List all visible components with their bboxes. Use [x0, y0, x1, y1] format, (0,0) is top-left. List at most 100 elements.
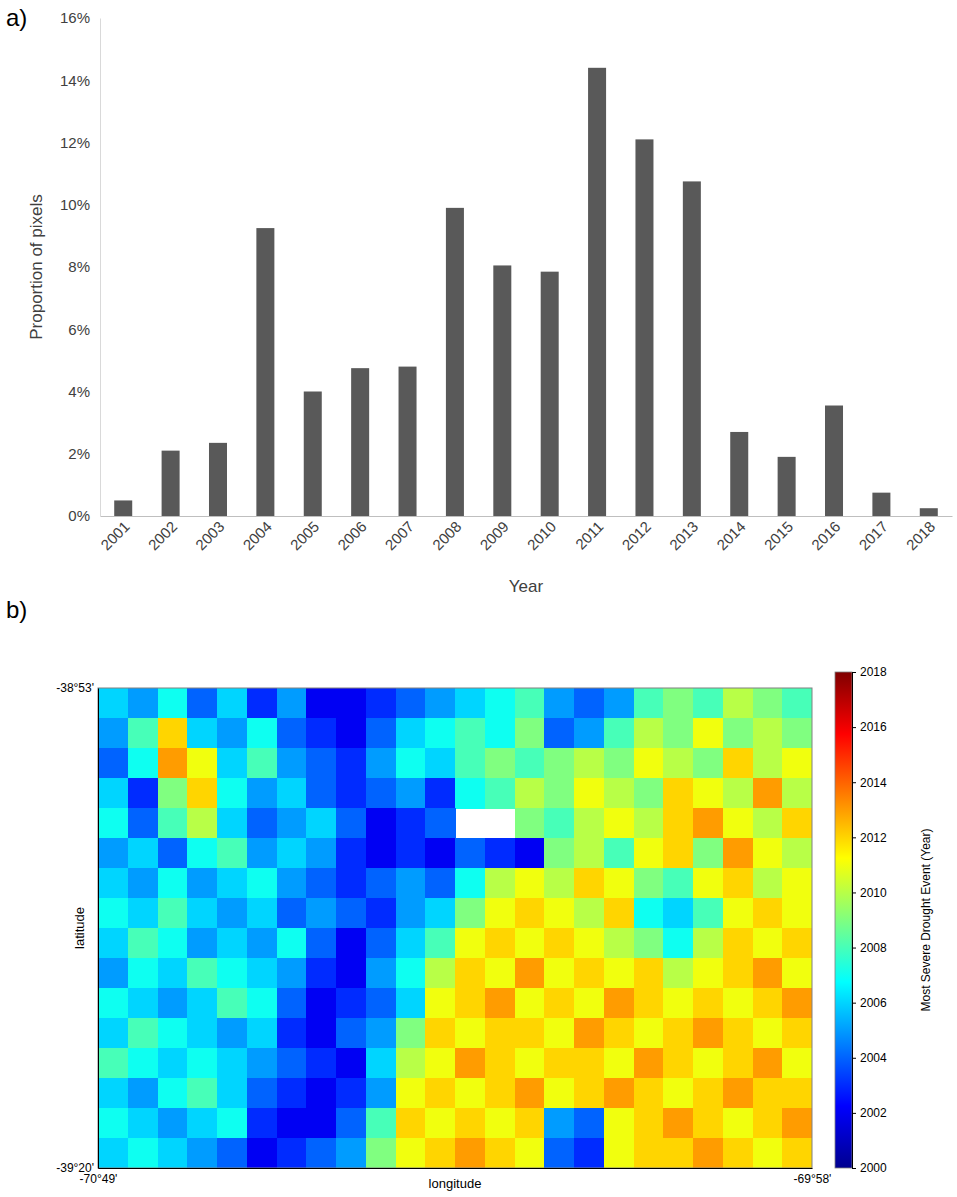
cell — [604, 1108, 634, 1139]
tick: 6% — [68, 321, 100, 338]
tick: 2003 — [192, 516, 228, 553]
tick-label: 2010 — [860, 886, 887, 900]
tick-label: 6% — [68, 321, 90, 338]
cell — [128, 898, 158, 929]
cell — [544, 688, 574, 719]
cell — [366, 718, 396, 749]
cell — [723, 748, 753, 779]
cell — [455, 1138, 485, 1168]
cell — [753, 808, 783, 839]
cell — [336, 1138, 366, 1168]
tick: -69°58' — [794, 1168, 832, 1186]
cell — [336, 718, 366, 749]
cell — [693, 1018, 723, 1049]
cell — [485, 1138, 515, 1168]
cell — [247, 1018, 277, 1049]
bar — [920, 508, 938, 516]
tick: 14% — [60, 72, 100, 89]
cell — [515, 988, 545, 1019]
cell — [604, 688, 634, 719]
tick-label: 2004 — [239, 518, 275, 554]
cell — [693, 748, 723, 779]
cell — [217, 958, 247, 989]
cell — [247, 748, 277, 779]
bar — [351, 368, 369, 516]
cell — [187, 808, 217, 839]
cell — [306, 928, 336, 959]
cell — [98, 868, 128, 899]
cell — [366, 688, 396, 719]
tick: 2% — [68, 445, 100, 462]
heatmap-cells — [98, 688, 812, 1168]
cell — [604, 748, 634, 779]
cell — [753, 1108, 783, 1139]
cell — [604, 718, 634, 749]
tick-mark — [852, 837, 856, 838]
cell — [663, 1108, 693, 1139]
y-axis: -39°20'-38°53' — [56, 681, 98, 1175]
x-axis-line — [99, 1168, 813, 1169]
cell — [336, 688, 366, 719]
cell — [425, 838, 455, 869]
cell — [753, 898, 783, 929]
y-axis-line — [100, 19, 101, 517]
bar — [872, 493, 890, 516]
cell — [158, 928, 188, 959]
cell — [98, 838, 128, 869]
cell — [485, 898, 515, 929]
cell — [663, 688, 693, 719]
cell — [425, 808, 455, 839]
cell — [396, 718, 426, 749]
cell — [485, 868, 515, 899]
cell — [663, 868, 693, 899]
cell — [753, 778, 783, 809]
tick: 2011 — [572, 516, 607, 553]
cell — [782, 778, 812, 809]
cell — [306, 748, 336, 779]
tick: -39°20' — [56, 1161, 98, 1175]
cell — [98, 1108, 128, 1139]
cell — [515, 1108, 545, 1139]
tick: 10% — [60, 196, 100, 213]
cell — [515, 958, 545, 989]
cell — [158, 958, 188, 989]
tick: 0% — [68, 507, 100, 524]
x-axis-title: Year — [509, 577, 544, 596]
tick-label: 2010 — [524, 518, 560, 554]
tick: 2000 — [852, 1161, 887, 1175]
cell — [693, 988, 723, 1019]
cell — [277, 928, 307, 959]
cell — [604, 1018, 634, 1049]
cell — [396, 898, 426, 929]
tick-label: 2018 — [860, 665, 887, 679]
cell — [485, 838, 515, 869]
cell — [306, 868, 336, 899]
cell — [277, 1108, 307, 1139]
tick: 2015 — [761, 516, 797, 553]
cell — [336, 748, 366, 779]
cell — [247, 898, 277, 929]
cell — [396, 1108, 426, 1139]
cell — [663, 988, 693, 1019]
cell — [366, 988, 396, 1019]
bar — [635, 139, 653, 516]
cell — [217, 748, 247, 779]
tick-mark — [852, 727, 856, 728]
cell — [634, 1048, 664, 1079]
cell — [425, 898, 455, 929]
cell — [455, 988, 485, 1019]
cell — [187, 1138, 217, 1168]
cell — [634, 718, 664, 749]
cell — [396, 958, 426, 989]
tick: 2007 — [381, 516, 417, 553]
cell — [217, 988, 247, 1019]
cell — [396, 1138, 426, 1168]
cell — [336, 898, 366, 929]
cell — [217, 1108, 247, 1139]
cell — [187, 1108, 217, 1139]
cell — [425, 718, 455, 749]
cell — [128, 778, 158, 809]
cell — [693, 958, 723, 989]
cell — [693, 838, 723, 869]
tick: 2016 — [852, 720, 887, 734]
